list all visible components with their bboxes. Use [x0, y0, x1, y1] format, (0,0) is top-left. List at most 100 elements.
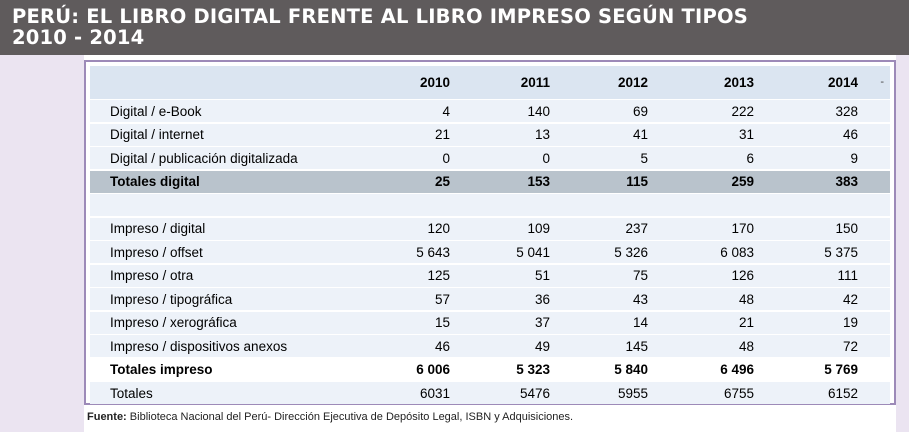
row-label: Impreso / dispositivos anexos — [110, 338, 288, 354]
value-cell-2010: 4 — [442, 103, 450, 119]
page-title: PERÚ: EL LIBRO DIGITAL FRENTE AL LIBRO I… — [12, 6, 748, 48]
value-cell-2011: 51 — [534, 268, 550, 283]
value-cell-2014: 150 — [835, 221, 858, 236]
value-cell-2011: 37 — [534, 315, 550, 330]
value-cell-2010: 46 — [434, 338, 450, 354]
impreso-total-row: Totales impreso 6 006 5 323 5 840 6 496 5 769 — [90, 359, 890, 381]
digital-row: Digital / internet 21 13 41 31 46 — [90, 123, 890, 146]
value-cell-2010: 6031 — [419, 385, 450, 401]
digital-row: Digital / e-Book 4 140 69 222 328 — [90, 100, 890, 122]
year-header-2012: 2012 — [617, 75, 648, 90]
value-cell-2011: 5 041 — [516, 244, 550, 260]
title-bar: PERÚ: EL LIBRO DIGITAL FRENTE AL LIBRO I… — [0, 0, 909, 55]
value-cell-2013: 31 — [738, 127, 754, 142]
value-cell-2012: 69 — [632, 103, 648, 119]
value-cell-2011: 140 — [527, 103, 550, 119]
value-cell-2012: 5 840 — [614, 362, 648, 377]
right-decorative-band — [896, 55, 909, 432]
year-header-2010: 2010 — [419, 75, 450, 90]
value-cell-2012: 5 — [640, 150, 648, 166]
value-cell-2013: 48 — [738, 291, 754, 307]
impreso-row: Impreso / dispositivos anexos 46 49 145 48 72 — [90, 335, 890, 357]
value-cell-2010: 125 — [427, 268, 450, 283]
impreso-row: Impreso / offset 5 643 5 041 5 326 6 083 5 37… — [90, 241, 890, 263]
year-header-2013: 2013 — [723, 75, 754, 90]
table-header-row: 2010 2011 2012 2013 2014 - — [90, 66, 890, 99]
value-cell-2012: 237 — [625, 221, 648, 236]
row-label: Digital / publicación digitalizada — [110, 150, 298, 166]
value-cell-2012: 145 — [625, 338, 648, 354]
value-cell-2010: 5 643 — [416, 244, 450, 260]
row-label: Impreso / digital — [110, 221, 206, 236]
value-cell-2014: 383 — [835, 174, 858, 189]
impreso-row: Impreso / digital 120 109 237 170 150 — [90, 217, 890, 240]
value-cell-2012: 115 — [626, 174, 648, 189]
value-cell-2011: 49 — [534, 338, 550, 354]
header-mark: - — [880, 76, 884, 88]
data-table-frame: 2010 2011 2012 2013 2014 - Digital / e-B… — [84, 60, 896, 405]
value-cell-2014: 9 — [850, 150, 858, 166]
value-cell-2014: 328 — [835, 103, 858, 119]
year-header-2011: 2011 — [520, 75, 550, 90]
value-cell-2012: 5955 — [617, 385, 648, 401]
left-decorative-band — [0, 55, 84, 432]
value-cell-2011: 5 323 — [516, 362, 550, 377]
data-table: 2010 2011 2012 2013 2014 - Digital / e-B… — [90, 66, 890, 404]
value-cell-2011: 153 — [527, 174, 550, 189]
value-cell-2014: 19 — [842, 315, 858, 330]
value-cell-2012: 41 — [632, 127, 648, 142]
value-cell-2013: 6 — [746, 150, 754, 166]
value-cell-2013: 6 083 — [720, 244, 754, 260]
source-label: Fuente: — [87, 411, 127, 423]
value-cell-2014: 42 — [842, 291, 858, 307]
value-cell-2012: 75 — [632, 268, 648, 283]
value-cell-2012: 5 326 — [614, 244, 648, 260]
row-label: Digital / internet — [110, 127, 204, 142]
value-cell-2010: 25 — [434, 174, 450, 189]
value-cell-2010: 21 — [434, 127, 450, 142]
value-cell-2011: 5476 — [519, 385, 550, 401]
impreso-row: Impreso / xerográfica 15 37 14 21 19 — [90, 311, 890, 334]
value-cell-2014: 6152 — [827, 385, 858, 401]
row-label: Impreso / xerográfica — [110, 315, 237, 330]
row-label: Totales digital — [110, 174, 200, 189]
value-cell-2013: 170 — [731, 221, 754, 236]
value-cell-2013: 21 — [738, 315, 754, 330]
source-text: Biblioteca Nacional del Perú- Dirección … — [126, 411, 574, 423]
title-line-1: PERÚ: EL LIBRO DIGITAL FRENTE AL LIBRO I… — [12, 5, 749, 28]
value-cell-2014: 46 — [842, 127, 858, 142]
value-cell-2012: 43 — [632, 291, 648, 307]
grand-total-row: Totales 6031 5476 5955 6755 6152 — [90, 382, 890, 404]
row-label: Impreso / otra — [110, 268, 194, 283]
value-cell-2011: 13 — [534, 127, 550, 142]
impreso-row: Impreso / tipográfica 57 36 43 48 42 — [90, 288, 890, 310]
value-cell-2010: 120 — [427, 221, 450, 236]
value-cell-2014: 5 769 — [824, 362, 858, 377]
value-cell-2010: 6 006 — [416, 362, 450, 377]
value-cell-2013: 6 496 — [720, 362, 754, 377]
value-cell-2010: 15 — [434, 315, 450, 330]
value-cell-2011: 109 — [527, 221, 550, 236]
year-header-2014: 2014 — [827, 75, 858, 90]
value-cell-2011: 0 — [542, 150, 550, 166]
value-cell-2010: 0 — [442, 150, 450, 166]
value-cell-2013: 6755 — [723, 385, 754, 401]
row-label: Impreso / offset — [110, 244, 203, 260]
spacer-row — [90, 194, 890, 216]
value-cell-2014: 72 — [842, 338, 858, 354]
value-cell-2013: 259 — [731, 174, 754, 189]
row-label: Digital / e-Book — [110, 103, 202, 119]
impreso-row: Impreso / otra 125 51 75 126 111 — [90, 264, 890, 287]
value-cell-2013: 48 — [738, 338, 754, 354]
digital-row: Digital / publicación digitalizada 0 0 5 6 9 — [90, 147, 890, 169]
digital-total-row: Totales digital 25 153 115 259 383 — [90, 170, 890, 193]
source-footnote: Fuente: Biblioteca Nacional del Perú- Di… — [87, 411, 573, 423]
value-cell-2013: 126 — [731, 268, 754, 283]
value-cell-2014: 5 375 — [824, 244, 858, 260]
row-label: Impreso / tipográfica — [110, 291, 233, 307]
row-label: Totales — [110, 385, 153, 401]
value-cell-2010: 57 — [434, 291, 450, 307]
value-cell-2014: 111 — [837, 268, 858, 283]
value-cell-2012: 14 — [632, 315, 648, 330]
value-cell-2013: 222 — [731, 103, 754, 119]
